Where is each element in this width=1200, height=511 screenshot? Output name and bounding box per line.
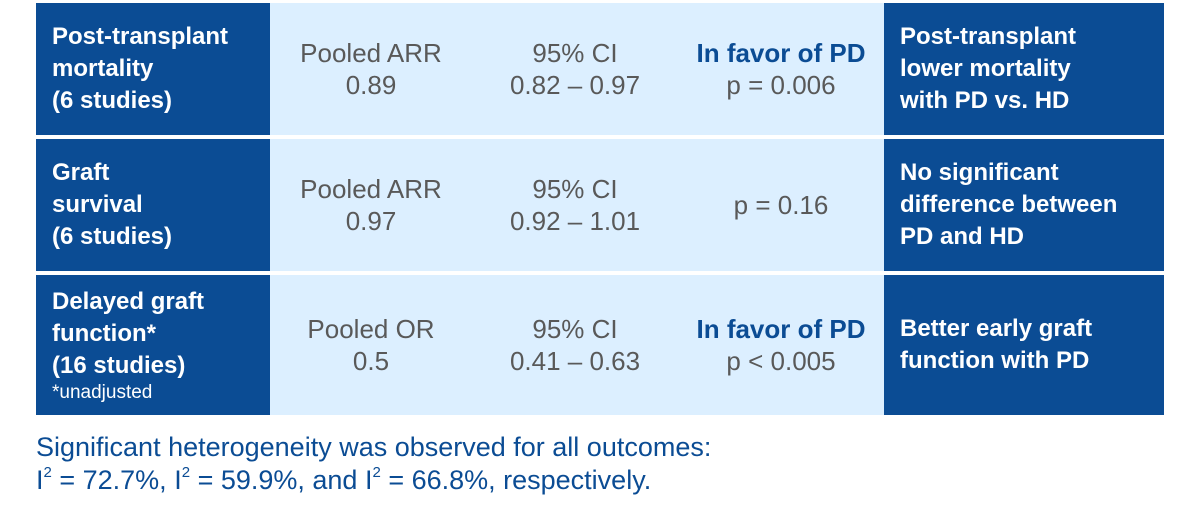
measure-label: Pooled ARR xyxy=(300,38,442,68)
footer-line-1: Significant heterogeneity was observed f… xyxy=(36,432,712,462)
significance-cell: p = 0.16 xyxy=(678,139,884,271)
conclusion-line: Post-transplant xyxy=(900,23,1077,50)
favor-label: In favor of PD xyxy=(696,314,866,344)
i-squared-symbol: I xyxy=(174,465,182,495)
heterogeneity-note: Significant heterogeneity was observed f… xyxy=(36,431,711,497)
favor-label: In favor of PD xyxy=(696,38,866,68)
outcome-line: survival xyxy=(52,191,143,218)
measure-value: 0.89 xyxy=(345,70,397,100)
outcome-cell: Delayed graft function* (16 studies) *un… xyxy=(36,275,270,415)
significance-cell: In favor of PD p = 0.006 xyxy=(678,3,884,135)
conclusion-line: with PD vs. HD xyxy=(900,87,1070,114)
measure-cell: Pooled OR 0.5 xyxy=(270,275,472,415)
conclusion-cell: Post-transplant lower mortality with PD … xyxy=(884,3,1164,135)
p-value: p < 0.005 xyxy=(726,346,836,376)
conclusion-line: Better early graft xyxy=(900,315,1093,342)
conclusion-line: difference between xyxy=(900,191,1118,218)
i-squared-value: = 66.8%, respectively. xyxy=(380,465,652,495)
footer-line-2: I2 = 72.7%, I2 = 59.9%, and I2 = 66.8%, … xyxy=(36,464,711,497)
superscript: 2 xyxy=(43,464,52,481)
p-value: p = 0.16 xyxy=(733,190,829,220)
outcome-line: Graft xyxy=(52,159,110,186)
ci-cell: 95% CI 0.41 – 0.63 xyxy=(472,275,678,415)
conclusion-line: No significant xyxy=(900,159,1059,186)
outcome-cell: Post-transplant mortality (6 studies) xyxy=(36,3,270,135)
p-value: p = 0.006 xyxy=(726,70,836,100)
ci-value: 0.92 – 1.01 xyxy=(509,206,641,236)
outcome-footnote: *unadjusted xyxy=(52,382,153,403)
ci-label: 95% CI xyxy=(532,38,618,68)
ci-cell: 95% CI 0.82 – 0.97 xyxy=(472,3,678,135)
significance-cell: In favor of PD p < 0.005 xyxy=(678,275,884,415)
ci-cell: 95% CI 0.92 – 1.01 xyxy=(472,139,678,271)
conclusion-cell: Better early graft function with PD xyxy=(884,275,1164,415)
results-table: Post-transplant mortality (6 studies) Po… xyxy=(36,3,1164,415)
measure-value: 0.5 xyxy=(352,346,390,376)
measure-value: 0.97 xyxy=(345,206,397,236)
ci-value: 0.82 – 0.97 xyxy=(509,70,641,100)
conclusion-line: PD and HD xyxy=(900,223,1025,250)
ci-value: 0.41 – 0.63 xyxy=(509,346,641,376)
outcome-line: (6 studies) xyxy=(52,223,173,250)
i-squared-value: = 72.7%, xyxy=(51,465,175,495)
outcome-line: Delayed graft xyxy=(52,288,205,315)
i-squared-symbol: I xyxy=(36,465,44,495)
measure-cell: Pooled ARR 0.97 xyxy=(270,139,472,271)
superscript: 2 xyxy=(372,464,381,481)
superscript: 2 xyxy=(181,464,191,481)
outcome-line: (6 studies) xyxy=(52,87,173,114)
conclusion-line: function with PD xyxy=(900,347,1090,374)
i-squared-value: = 59.9%, and xyxy=(190,465,365,495)
conclusion-line: lower mortality xyxy=(900,55,1071,82)
outcome-line: function* xyxy=(52,320,156,347)
outcome-cell: Graft survival (6 studies) xyxy=(36,139,270,271)
measure-label: Pooled ARR xyxy=(300,174,442,204)
i-squared-symbol: I xyxy=(364,465,373,495)
outcome-line: (16 studies) xyxy=(52,352,186,379)
ci-label: 95% CI xyxy=(532,174,618,204)
outcome-line: mortality xyxy=(52,55,154,82)
outcome-line: Post-transplant xyxy=(52,23,229,50)
conclusion-cell: No significant difference between PD and… xyxy=(884,139,1164,271)
ci-label: 95% CI xyxy=(532,314,618,344)
measure-label: Pooled OR xyxy=(307,314,435,344)
measure-cell: Pooled ARR 0.89 xyxy=(270,3,472,135)
